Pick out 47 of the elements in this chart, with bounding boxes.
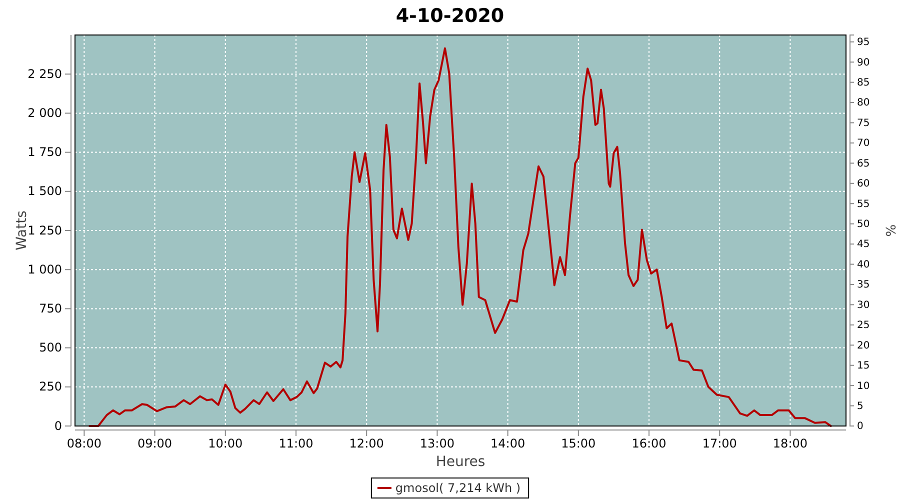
y-tick-label: 1 750 (28, 145, 62, 160)
y-tick-label: 1 250 (28, 223, 62, 238)
x-tick-label: 11:00 (278, 436, 314, 451)
y2-tick-label: 60 (857, 178, 870, 190)
y2-axis-title: % (882, 224, 897, 237)
legend-label: gmosol( 7,214 kWh ) (395, 481, 521, 495)
y-tick-label: 0 (54, 418, 62, 433)
line-series (88, 47, 832, 427)
x-tick-label: 18:00 (772, 436, 808, 451)
y2-tick-label: 65 (857, 158, 870, 170)
y2-tick-label: 20 (857, 340, 870, 352)
x-tick-label: 13:00 (420, 436, 454, 451)
y-tick-label: 2 250 (28, 66, 62, 81)
x-tick-label: 12:00 (349, 436, 384, 451)
x-tick-label: 10:00 (208, 436, 243, 451)
y2-tick-label: 45 (857, 239, 870, 250)
y2-tick-label: 75 (857, 118, 870, 129)
y-tick-label: 2 000 (28, 106, 62, 120)
y2-tick-label: 25 (857, 320, 870, 332)
y2-tick-label: 40 (857, 259, 870, 270)
y-tick-label: 250 (39, 380, 62, 394)
y2-tick-label: 50 (857, 219, 870, 230)
chart-title: 4-10-2020 (396, 5, 504, 27)
y2-tick-label: 0 (857, 421, 864, 432)
y-axis-title: Watts (14, 210, 30, 250)
y-tick-label: 1 000 (28, 262, 62, 276)
x-tick-label: 14:00 (490, 436, 526, 451)
x-tick-label: 17:00 (702, 436, 737, 451)
y2-tick-label: 30 (857, 300, 870, 311)
y-tick-label: 750 (39, 302, 62, 316)
y2-tick-label: 5 (857, 400, 864, 412)
y2-tick-label: 80 (857, 98, 870, 109)
y2-tick-label: 55 (857, 198, 870, 210)
y2-tick-label: 85 (857, 78, 870, 89)
y-tick-label: 500 (39, 340, 62, 355)
x-axis-title: Heures (436, 454, 486, 470)
x-tick-label: 16:00 (632, 436, 666, 451)
y2-tick-label: 95 (857, 37, 870, 48)
y2-tick-label: 90 (857, 57, 870, 68)
y-tick-label: 1 500 (28, 184, 62, 198)
x-tick-label: 08:00 (66, 436, 102, 451)
y2-tick-label: 35 (857, 280, 870, 291)
y2-tick-label: 70 (857, 138, 870, 150)
y2-tick-label: 10 (857, 380, 870, 392)
x-tick-label: 15:00 (561, 436, 596, 451)
x-tick-label: 09:00 (137, 436, 172, 451)
y2-tick-label: 15 (857, 360, 870, 372)
